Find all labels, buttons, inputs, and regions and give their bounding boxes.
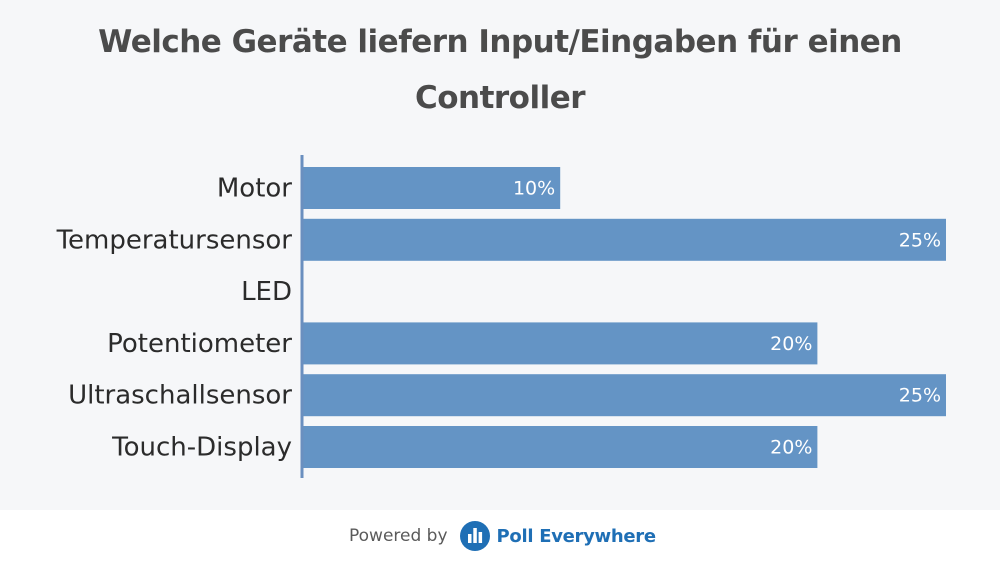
category-label-potentiometer: Potentiometer [107,329,292,359]
category-label-touch-display: Touch-Display [111,433,292,463]
poll-everywhere-logo-icon [459,521,490,551]
powered-by[interactable]: Powered by Poll Everywhere [349,521,656,551]
brand-name: Poll Everywhere [496,525,657,547]
bars-group: Motor 10% Temperatursensor 25% LED Potentiome… [56,167,946,468]
bar-chart: Motor 10% Temperatursensor 25% LED Potentiome… [56,155,946,478]
bar-temperatursensor [303,218,946,261]
value-label-temperatursensor: 25% [899,229,941,251]
value-label-potentiometer: 20% [770,333,812,355]
value-label-motor: 10% [513,178,555,200]
category-label-ultraschallsensor: Ultraschallsensor [68,381,292,411]
bar-potentiometer [303,322,818,365]
bar-touch-display [303,426,818,468]
bar-motor [303,167,561,209]
powered-by-label: Powered by [349,526,448,546]
bar-ultraschallsensor [303,374,946,417]
category-label-temperatursensor: Temperatursensor [56,225,293,255]
category-label-led: LED [241,277,292,307]
value-label-touch-display: 20% [770,437,812,459]
value-label-ultraschallsensor: 25% [899,385,941,407]
chart-title: Welche Geräte liefern Input/Eingaben für… [98,24,902,116]
footer: Powered by Poll Everywhere [0,510,1000,562]
category-label-motor: Motor [217,174,292,204]
